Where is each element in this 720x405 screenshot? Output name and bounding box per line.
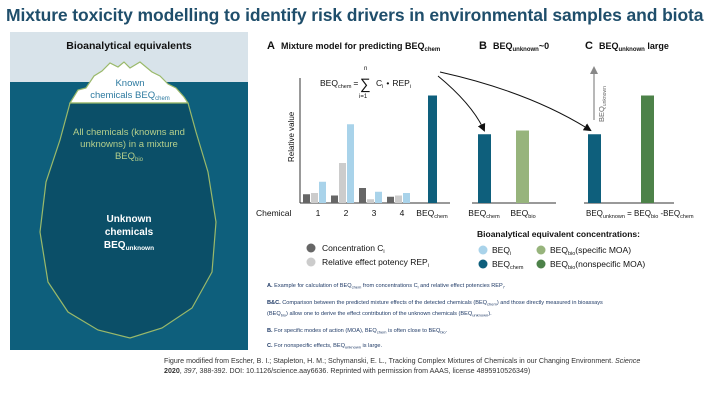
formula-terms: Ci • REPi: [376, 78, 411, 90]
chart-b-bars: [478, 130, 529, 203]
chart-b-label-bio: BEQbio: [510, 208, 535, 220]
chart-a-ylabel: Relative value: [287, 111, 296, 162]
bar-c-beq-bio: [641, 95, 654, 203]
page-title: Mixture toxicity modelling to identify r…: [6, 5, 704, 25]
notes: A. Example for calculation of BEQchem fr…: [267, 283, 603, 350]
note-c: C. For nonspecific effects, BEQunknown i…: [267, 343, 383, 350]
note-bc-line1: B&C. Comparison between the predicted mi…: [267, 300, 603, 307]
beq-unknown-arrow-label: BEQunknown: [597, 86, 608, 122]
legend-beq-chem-marker: [478, 259, 488, 269]
legend-conc-marker: [306, 243, 316, 253]
legend-beq-i-label: BEQi: [492, 245, 511, 257]
legend-bio-nonspecific-marker: [536, 259, 546, 269]
caption-line1: Figure modified from Escher, B. I.; Stap…: [164, 357, 614, 365]
bar-conc-chem-2: [331, 195, 338, 203]
panel-c-letter: C: [585, 40, 593, 52]
chart-c-bars: [588, 95, 654, 203]
figure-svg: Bioanalytical equivalents Known chemical…: [10, 32, 694, 350]
tick-label-4: 4: [400, 208, 405, 218]
iceberg-body: [39, 102, 217, 339]
chart-b: BEQchem BEQbio: [468, 130, 556, 220]
bar-b-beq-bio: [516, 130, 529, 203]
legend-bio-nonspecific-label: BEQbio(nonspecific MOA): [550, 259, 645, 271]
note-bc-line2: (BEQbio) allow one to derive the effect …: [267, 311, 492, 318]
bar-rep-chem-1: [311, 193, 318, 203]
bar-beq-chem: [428, 95, 437, 203]
bar-rep-chem-2: [339, 163, 346, 203]
all-label-1: All chemicals (knowns and: [73, 127, 185, 138]
legend-beq-i-marker: [478, 245, 488, 255]
bar-c-beq-chem: [588, 134, 601, 203]
chart-b-label-chem: BEQchem: [468, 208, 500, 220]
caption-journal: Science: [615, 357, 641, 365]
formula-sigma: ∑: [360, 76, 371, 93]
panel-a-title: Mixture model for predicting BEQchem: [281, 41, 440, 53]
all-label-2: unknowns) in a mixture: [80, 139, 178, 150]
chart-c: BEQunknown BEQunknown = BEQbio -BEQchem: [584, 66, 694, 220]
tick-label-3: 3: [372, 208, 377, 218]
legend-right: Bioanalytical equivalent concentrations:…: [477, 229, 645, 271]
unknown-label-2: chemicals: [105, 227, 154, 238]
unknown-label-3: BEQunknown: [104, 240, 154, 252]
chart-c-equation: BEQunknown = BEQbio -BEQchem: [586, 209, 694, 220]
formula: BEQchem = n ∑ i=1 Ci • REPi: [320, 66, 411, 100]
chart-a: Relative value Chemical 1 2 3 4 BEQchem: [256, 78, 450, 220]
tick-label-1: 1: [316, 208, 321, 218]
iceberg-tip: [68, 61, 190, 104]
bar-beq-i-chem-3: [375, 191, 382, 203]
caption-rest: , 388-392. DOI: 10.1126/science.aay6636.…: [195, 367, 531, 375]
panel-titles: A Mixture model for predicting BEQchem B…: [267, 40, 669, 53]
arrow-to-panel-b: [437, 75, 486, 132]
bar-b-beq-chem: [478, 134, 491, 203]
caption-year: 2020: [164, 367, 180, 375]
legend-bio-specific-label: BEQbio(specific MOA): [550, 245, 631, 257]
chart-a-bars: [303, 95, 437, 203]
note-b: B. For specific modes of action (MOA), B…: [267, 328, 448, 335]
bar-conc-chem-4: [387, 196, 394, 203]
arrow-to-panel-c: [439, 71, 592, 132]
tick-label-beqchem: BEQchem: [416, 208, 448, 220]
bar-beq-i-chem-1: [319, 181, 326, 203]
panel-a-letter: A: [267, 40, 275, 52]
caption-volume: 397: [183, 367, 196, 375]
panel-c-title: BEQunknown large: [599, 41, 669, 53]
bar-rep-chem-4: [395, 195, 402, 203]
formula-lower: i=1: [359, 94, 368, 100]
figure: Bioanalytical equivalents Known chemical…: [10, 32, 710, 350]
legend-rep-marker: [306, 257, 316, 267]
legend-left: Concentration Ci Relative effect potency…: [306, 243, 429, 269]
formula-upper: n: [364, 66, 367, 72]
legend-right-title: Bioanalytical equivalent concentrations:: [477, 229, 640, 239]
bar-conc-chem-3: [359, 188, 366, 203]
bar-beq-i-chem-2: [347, 124, 354, 203]
legend-conc-label: Concentration Ci: [322, 243, 385, 255]
iceberg-panel: Bioanalytical equivalents Known chemical…: [10, 32, 248, 350]
chart-a-xlabel: Chemical: [256, 208, 292, 218]
legend-beq-chem-label: BEQchem: [492, 259, 524, 271]
unknown-label-1: Unknown: [107, 214, 152, 225]
legend-rep-label: Relative effect potency REPi: [322, 257, 429, 269]
panel-b-title: BEQunknown~0: [493, 41, 549, 53]
note-a: A. Example for calculation of BEQchem fr…: [267, 283, 506, 290]
all-label-3: BEQbio: [115, 151, 144, 163]
bar-beq-i-chem-4: [403, 193, 410, 203]
bar-conc-chem-1: [303, 194, 310, 203]
panel-b-letter: B: [479, 40, 487, 52]
formula-lhs: BEQchem =: [320, 78, 358, 90]
tick-label-2: 2: [344, 208, 349, 218]
iceberg-header: Bioanalytical equivalents: [66, 40, 192, 52]
known-label-2: chemicals BEQchem: [90, 90, 170, 102]
known-label-1: Known: [115, 78, 144, 89]
legend-bio-specific-marker: [536, 245, 546, 255]
figure-caption: Figure modified from Escher, B. I.; Stap…: [164, 357, 641, 375]
bar-rep-chem-3: [367, 199, 374, 203]
